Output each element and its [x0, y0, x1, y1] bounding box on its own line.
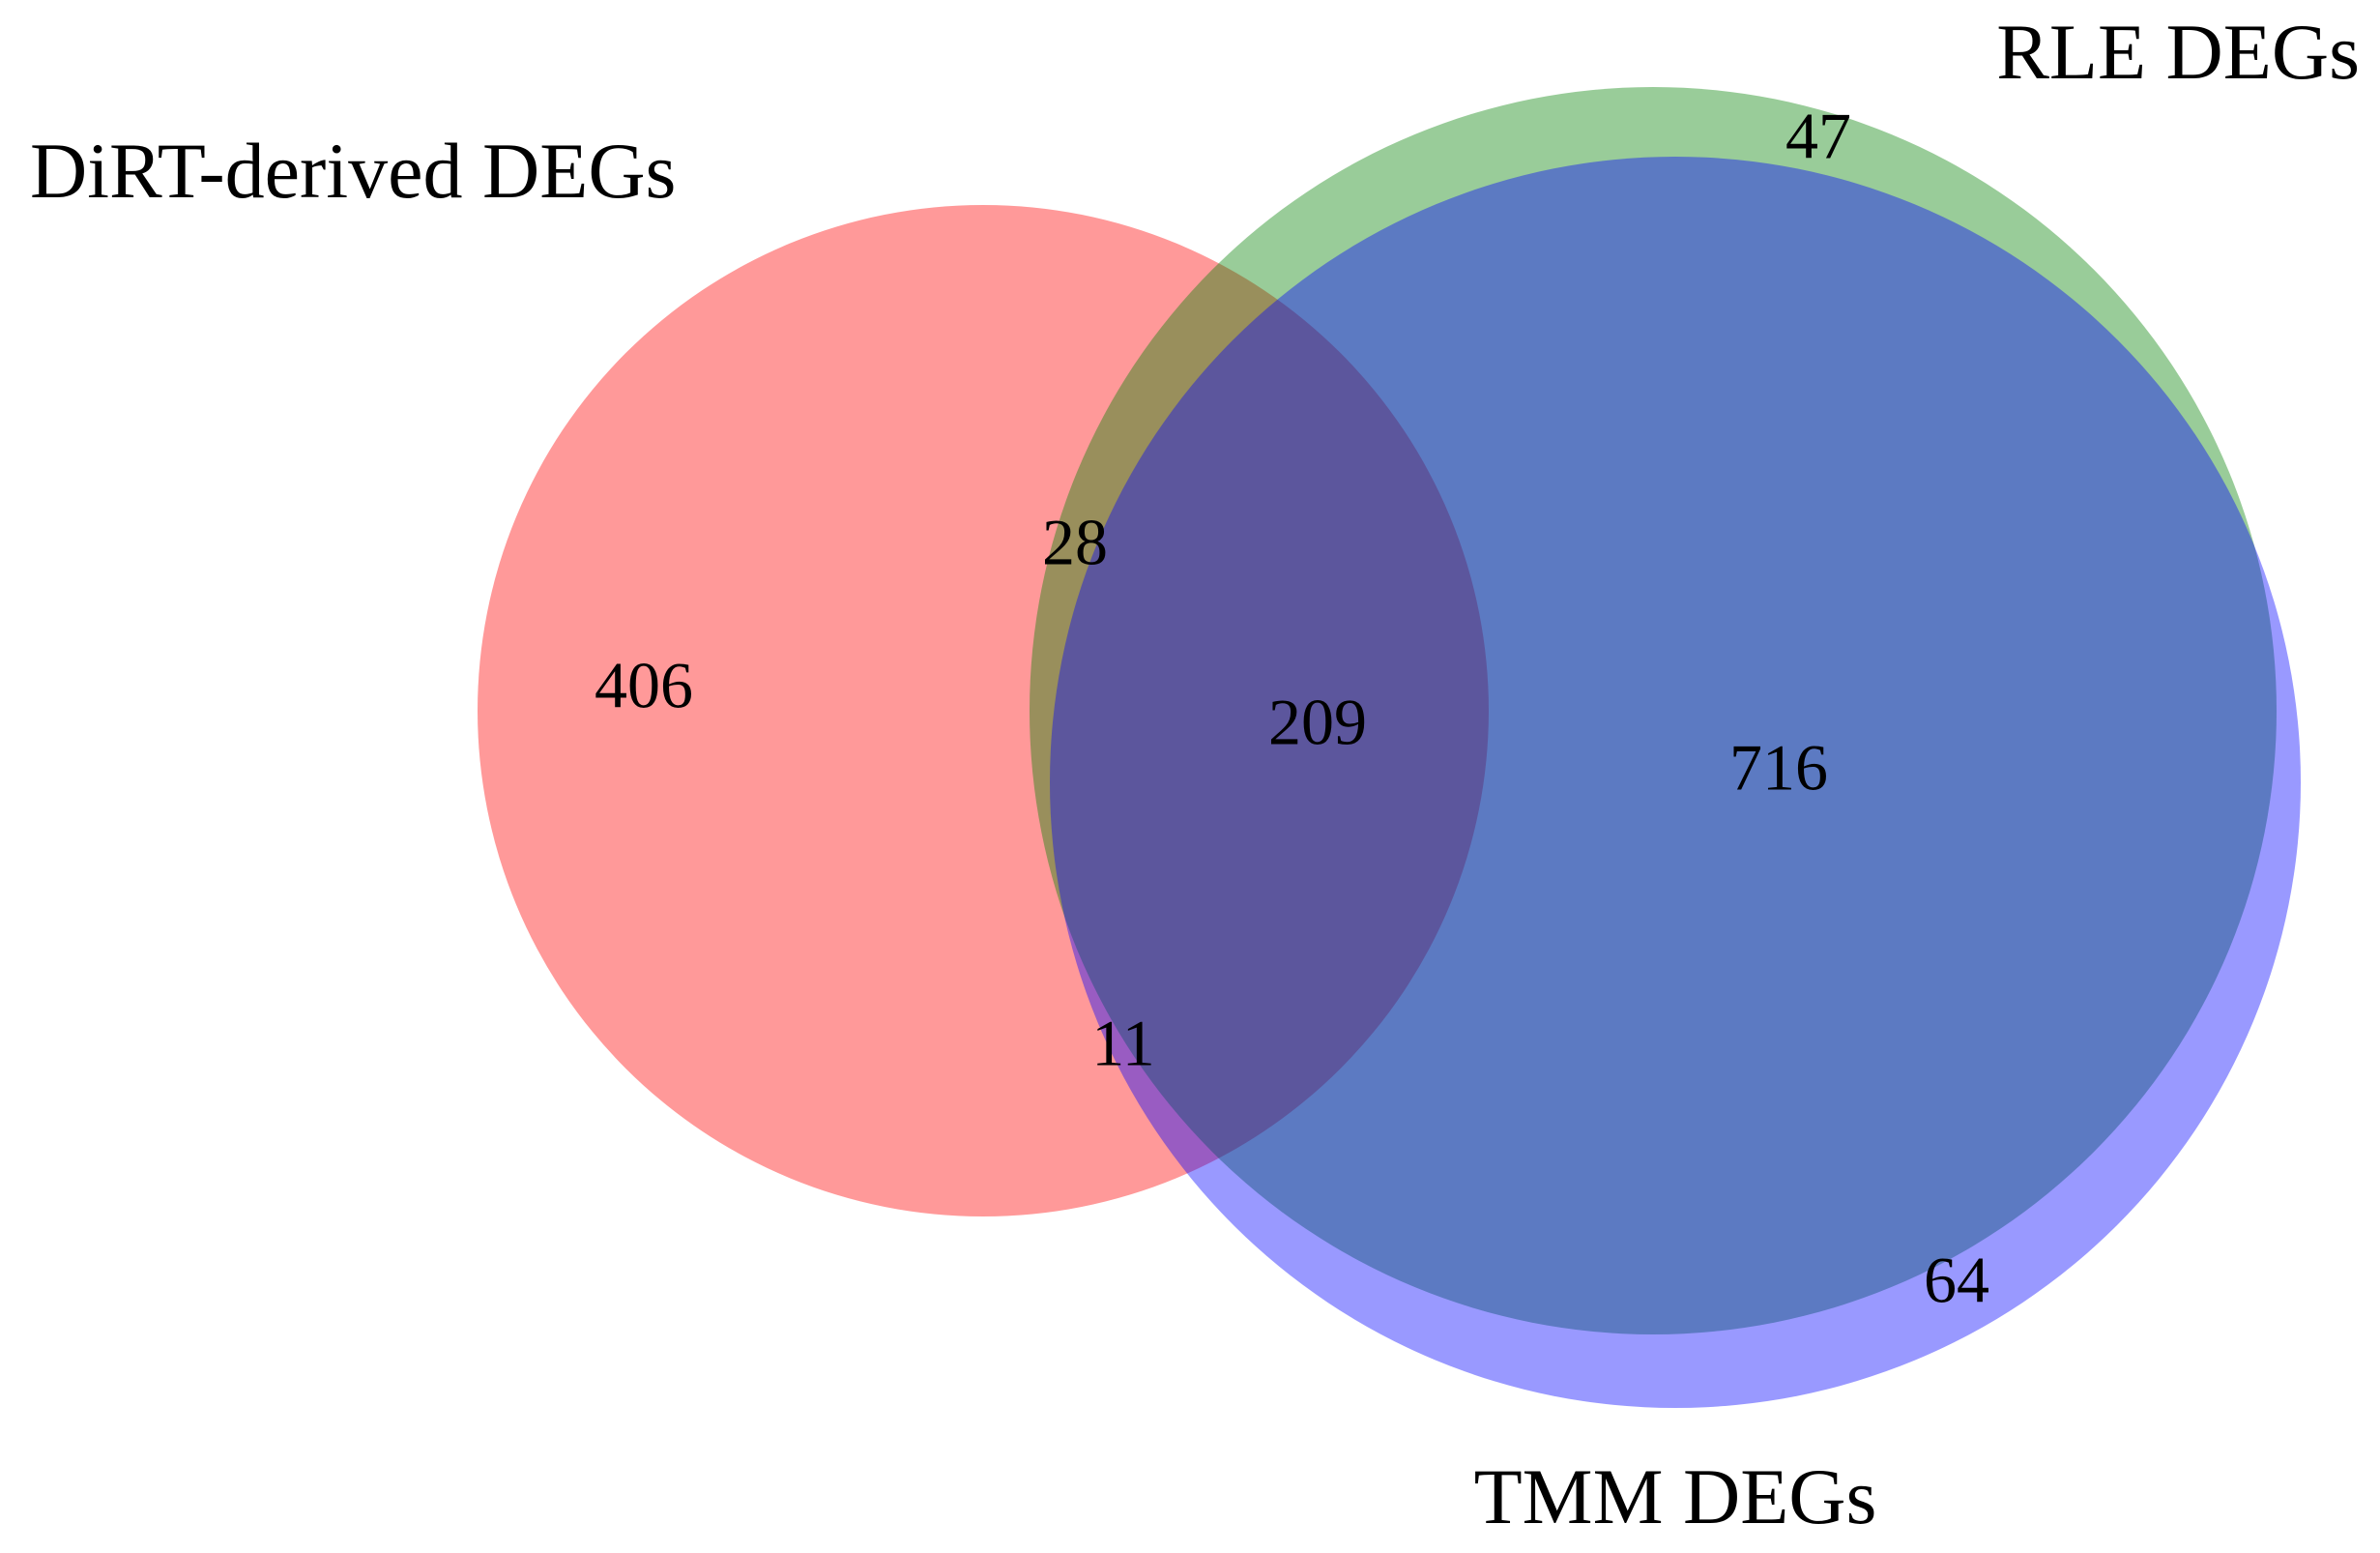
- set-label: TMM DEGs: [1474, 1452, 1877, 1540]
- region-count: 406: [595, 649, 693, 722]
- region-count: 209: [1268, 686, 1367, 759]
- region-count: 28: [1042, 506, 1108, 579]
- set-circle: [1030, 87, 2277, 1334]
- region-count: 11: [1091, 1007, 1154, 1080]
- set-label: DiRT-derived DEGs: [30, 127, 676, 215]
- region-count: 47: [1785, 100, 1851, 173]
- region-count: 64: [1924, 1244, 1989, 1317]
- set-circle: [1050, 157, 2301, 1408]
- set-circle: [478, 205, 1489, 1216]
- region-count: 716: [1729, 731, 1828, 805]
- set-label: RLE DEGs: [1996, 8, 2360, 96]
